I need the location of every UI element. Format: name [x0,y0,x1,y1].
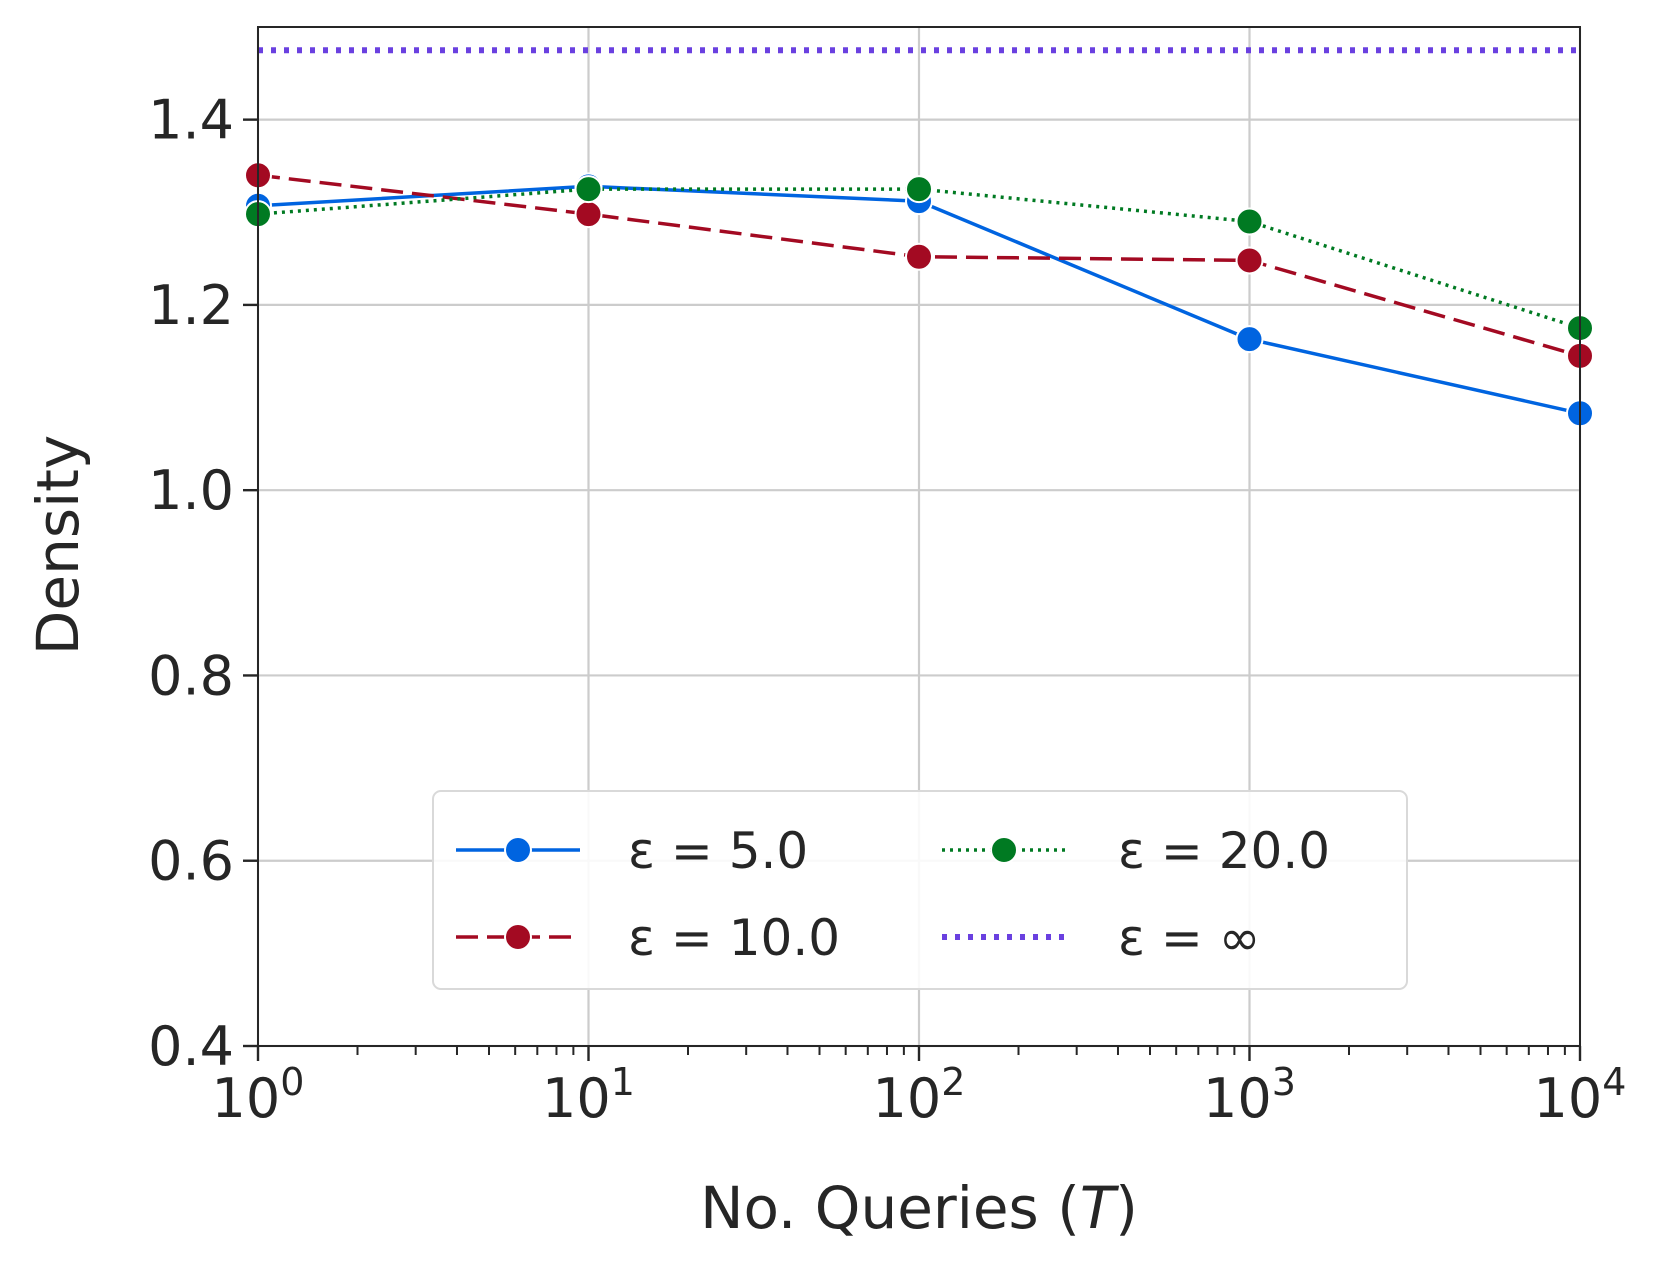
x-minor-ticks [356,1046,1566,1055]
x-tick-label-2: 102 [873,1060,966,1130]
series-0-point-3 [1235,325,1264,354]
y-tick-label-2: 0.8 [148,644,234,707]
x-tick-label-4: 104 [1534,1060,1627,1130]
y-tick-label-4: 1.2 [148,274,234,337]
legend-items: ε = 5.0 ε = 10.0 ε = 20.0 ε = ∞ [456,822,1330,967]
legend-label-10-0: ε = 10.0 [628,909,840,967]
x-tick-label-0: 100 [212,1060,305,1130]
y-tick-label-3: 1.0 [148,459,234,522]
x-axis-label: No. Queries (T) [700,1174,1138,1242]
x-axis-label-var: T [1080,1174,1120,1242]
series-2-point-2 [905,175,933,204]
x-tick-label-1: 101 [542,1060,635,1130]
series-1-point-1 [574,200,603,229]
legend-label-5-0: ε = 5.0 [628,822,808,880]
legend: ε = 5.0 ε = 10.0 ε = 20.0 ε = ∞ [432,790,1408,990]
x-axis-label-suffix: ) [1115,1174,1138,1242]
y-tick-labels: 0.4 0.6 0.8 1.0 1.2 1.4 [148,89,234,1078]
legend-box [432,790,1408,990]
x-tick-labels: 100 101 102 103 104 [212,1060,1627,1130]
x-tick-label-3: 103 [1203,1060,1296,1130]
series-2-point-3 [1235,207,1264,236]
y-tick-label-1: 0.6 [148,830,234,893]
legend-swatch-marker-0 [504,836,532,864]
series-1-point-3 [1235,246,1264,275]
legend-swatch-marker-2 [990,836,1018,864]
legend-label-20-0: ε = 20.0 [1118,822,1330,880]
y-tick-label-0: 0.4 [148,1015,234,1078]
legend-swatch-marker-1 [504,923,532,951]
major-ticks [243,118,1582,1061]
x-axis-label-prefix: No. Queries ( [700,1174,1080,1242]
legend-label-: ε = ∞ [1118,909,1260,967]
y-axis-label: Density [24,435,92,656]
y-tick-label-5: 1.4 [148,89,234,152]
series-2-point-1 [574,175,603,204]
series-1-point-2 [905,242,933,271]
